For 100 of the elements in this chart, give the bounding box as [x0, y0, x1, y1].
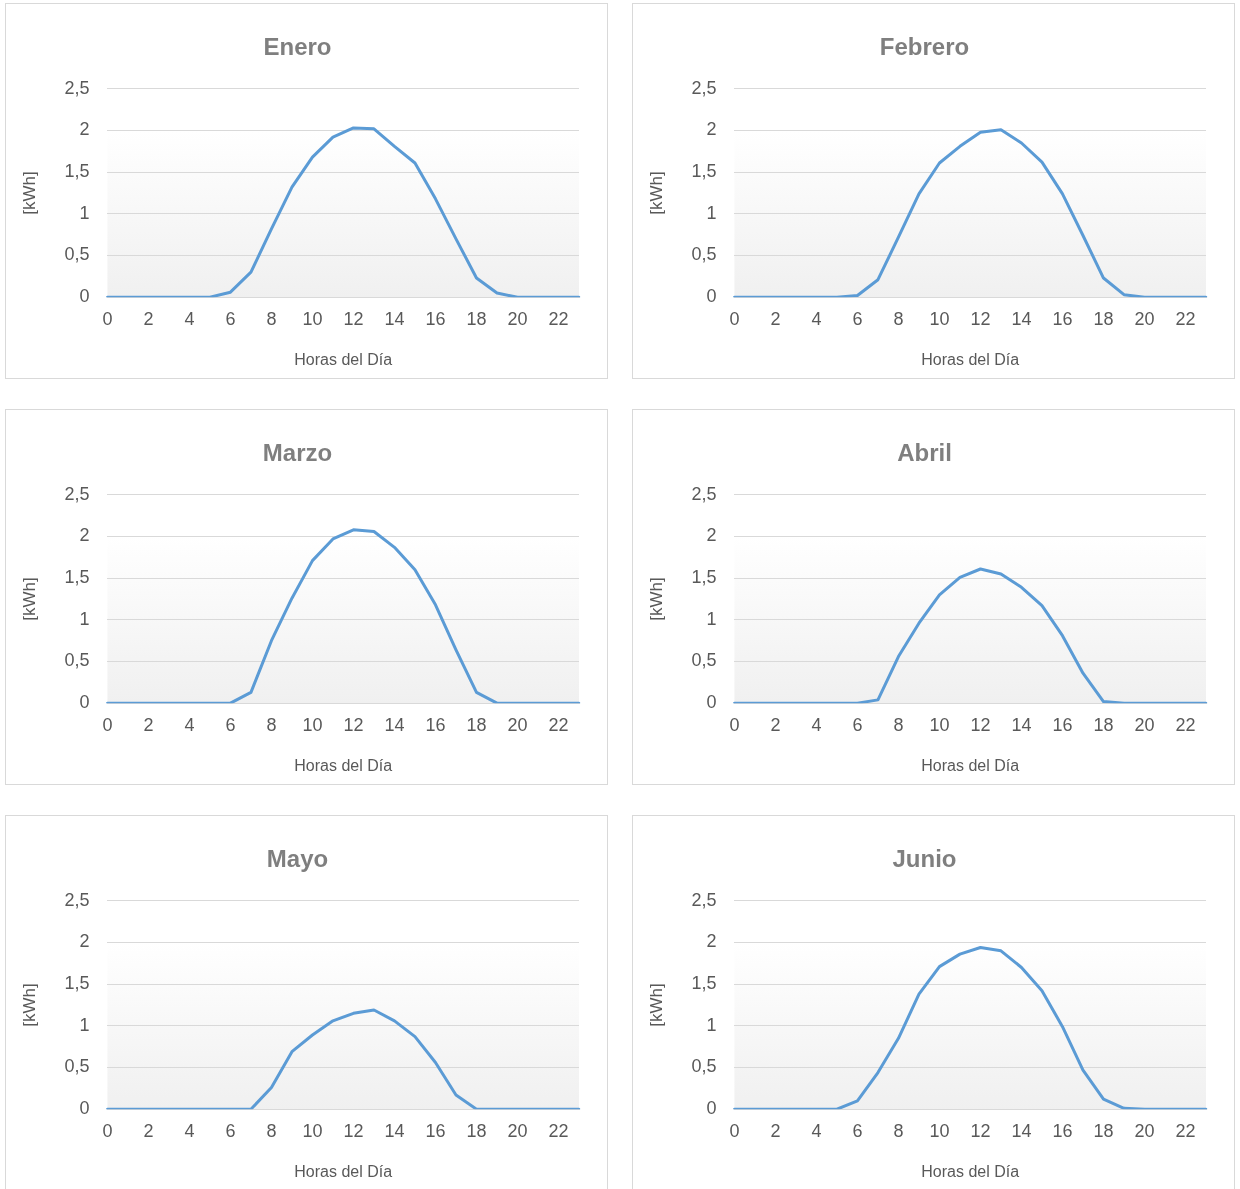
x-axis-title: Horas del Día: [921, 756, 1020, 774]
y-tick-label: 0: [706, 286, 717, 307]
x-tick-label: 12: [343, 1120, 364, 1141]
x-tick-label: 22: [1175, 1120, 1196, 1141]
x-tick-label: 18: [466, 714, 487, 735]
y-tick-label: 2: [79, 931, 90, 952]
x-tick-label: 14: [1011, 1120, 1032, 1141]
x-tick-label: 18: [466, 1120, 487, 1141]
x-tick-label: 18: [466, 308, 487, 329]
y-tick-label: 1,5: [691, 161, 717, 182]
x-tick-label: 12: [343, 714, 364, 735]
x-axis-title: Horas del Día: [921, 350, 1020, 368]
x-tick-label: 6: [225, 308, 236, 329]
x-tick-label: 18: [1093, 714, 1114, 735]
x-tick-label: 4: [184, 714, 195, 735]
y-tick-label: 2: [706, 525, 717, 546]
y-tick-label: 0: [79, 1098, 90, 1119]
x-tick-label: 18: [1093, 308, 1114, 329]
y-tick-label: 1: [79, 202, 90, 223]
y-axis-title: [kWh]: [19, 171, 39, 215]
y-axis-title: [kWh]: [646, 983, 666, 1027]
chart-title: Marzo: [262, 439, 333, 467]
x-tick-label: 6: [852, 1120, 863, 1141]
x-tick-label: 0: [729, 308, 740, 329]
x-tick-label: 10: [302, 1120, 323, 1141]
y-tick-label: 2: [706, 931, 717, 952]
x-axis-title: Horas del Día: [294, 756, 393, 774]
y-tick-label: 1: [79, 608, 90, 629]
y-tick-label: 1: [706, 1014, 717, 1035]
x-tick-label: 8: [266, 1120, 277, 1141]
x-tick-label: 22: [1175, 714, 1196, 735]
x-tick-label: 20: [507, 1120, 528, 1141]
y-tick-label: 2: [706, 119, 717, 140]
x-tick-label: 16: [425, 308, 446, 329]
x-tick-label: 8: [266, 714, 277, 735]
y-axis-title: [kWh]: [646, 171, 666, 215]
y-tick-label: 0: [79, 692, 90, 713]
chart-title: Febrero: [879, 33, 970, 61]
x-tick-label: 8: [893, 714, 904, 735]
y-tick-label: 0,5: [64, 650, 90, 671]
x-tick-label: 20: [507, 308, 528, 329]
y-axis-title: [kWh]: [19, 983, 39, 1027]
y-tick-label: 0: [706, 1098, 717, 1119]
x-axis-title: Horas del Día: [294, 1162, 393, 1180]
y-axis-title: [kWh]: [19, 577, 39, 621]
x-tick-label: 4: [811, 308, 822, 329]
y-tick-label: 2,5: [691, 889, 717, 910]
chart-title: Enero: [263, 33, 332, 61]
x-tick-label: 12: [343, 308, 364, 329]
y-tick-label: 1,5: [64, 973, 90, 994]
x-tick-label: 20: [1134, 1120, 1155, 1141]
x-tick-label: 10: [929, 308, 950, 329]
y-tick-label: 2,5: [691, 77, 717, 98]
x-tick-label: 22: [548, 1120, 569, 1141]
x-tick-label: 2: [143, 1120, 154, 1141]
x-tick-label: 2: [770, 1120, 781, 1141]
y-tick-label: 0: [79, 286, 90, 307]
x-tick-label: 4: [184, 308, 195, 329]
x-tick-label: 12: [970, 714, 991, 735]
x-tick-label: 10: [929, 714, 950, 735]
x-tick-label: 2: [770, 714, 781, 735]
y-tick-label: 0,5: [691, 650, 717, 671]
y-tick-label: 0,5: [691, 1056, 717, 1077]
x-tick-label: 6: [225, 1120, 236, 1141]
x-tick-label: 22: [548, 308, 569, 329]
x-tick-label: 10: [302, 714, 323, 735]
x-tick-label: 0: [729, 714, 740, 735]
x-tick-label: 20: [507, 714, 528, 735]
y-tick-label: 2: [79, 119, 90, 140]
x-tick-label: 14: [1011, 308, 1032, 329]
x-tick-label: 2: [770, 308, 781, 329]
x-axis-title: Horas del Día: [294, 350, 393, 368]
x-tick-label: 16: [1052, 714, 1073, 735]
x-tick-label: 8: [893, 1120, 904, 1141]
x-tick-label: 16: [1052, 308, 1073, 329]
x-tick-label: 14: [384, 714, 405, 735]
x-tick-label: 6: [225, 714, 236, 735]
y-tick-label: 1,5: [691, 973, 717, 994]
y-tick-label: 0: [706, 692, 717, 713]
x-tick-label: 12: [970, 308, 991, 329]
x-tick-label: 2: [143, 714, 154, 735]
x-tick-label: 6: [852, 308, 863, 329]
x-tick-label: 10: [929, 1120, 950, 1141]
x-tick-label: 14: [384, 1120, 405, 1141]
y-tick-label: 1,5: [691, 567, 717, 588]
y-tick-label: 2: [79, 525, 90, 546]
y-tick-label: 1: [79, 1014, 90, 1035]
x-tick-label: 10: [302, 308, 323, 329]
y-tick-label: 0,5: [64, 244, 90, 265]
chart-title: Abril: [897, 439, 952, 467]
x-tick-label: 8: [266, 308, 277, 329]
x-tick-label: 20: [1134, 714, 1155, 735]
x-tick-label: 0: [102, 308, 113, 329]
x-tick-label: 18: [1093, 1120, 1114, 1141]
y-tick-label: 2,5: [64, 483, 90, 504]
chart-title: Mayo: [266, 845, 329, 873]
x-tick-label: 14: [1011, 714, 1032, 735]
x-tick-label: 0: [102, 714, 113, 735]
x-axis-title: Horas del Día: [921, 1162, 1020, 1180]
x-tick-label: 0: [729, 1120, 740, 1141]
